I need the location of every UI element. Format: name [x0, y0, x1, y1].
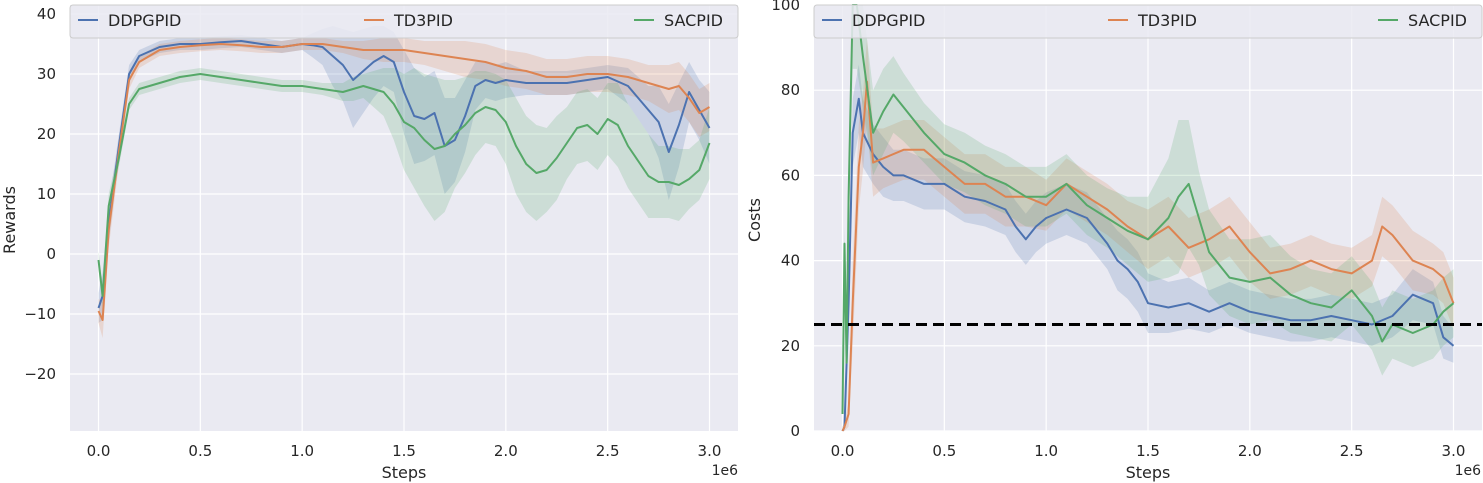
rewards-x-tick-label: 0.5	[188, 442, 212, 460]
costs-y-axis-label: Costs	[745, 198, 764, 242]
rewards-y-tick-label: −10	[24, 305, 56, 323]
rewards-band-sacpid	[98, 68, 710, 308]
rewards-legend-label-sacpid: SACPID	[664, 11, 723, 30]
costs-line-ddpgpid	[841, 97, 1455, 432]
rewards-y-ticks: −20 −10 0 10 20 30 40	[24, 5, 56, 383]
rewards-x-axis-label: Steps	[382, 463, 427, 482]
rewards-legend-label-td3pid: TD3PID	[393, 11, 453, 30]
rewards-plot: 0.0 0.5 1.0 1.5 2.0 2.5 3.0 −20 −10 0 10 20 30 40 St…	[0, 4, 739, 482]
costs-band-td3pid	[842, 39, 1454, 431]
costs-y-tick-label: 100	[771, 0, 800, 14]
rewards-x-ticks: 0.0 0.5 1.0 1.5 2.0 2.5 3.0	[87, 442, 722, 460]
rewards-legend: DDPGPID TD3PID SACPID	[69, 4, 739, 39]
costs-x-tick-label: 3.0	[1442, 442, 1466, 460]
costs-legend: DDPGPID TD3PID SACPID	[813, 4, 1483, 39]
rewards-y-tick-label: 40	[37, 5, 56, 23]
rewards-y-axis-label: Rewards	[0, 186, 19, 254]
costs-y-tick-label: 20	[781, 337, 800, 355]
costs-x-offset-label: 1e6	[1455, 463, 1482, 479]
rewards-legend-frame	[69, 4, 739, 39]
costs-y-tick-label: 0	[790, 422, 800, 440]
rewards-y-tick-label: 0	[46, 245, 56, 263]
rewards-line-td3pid	[97, 43, 711, 321]
rewards-legend-label-ddpgpid: DDPGPID	[108, 11, 181, 30]
rewards-line-ddpgpid	[97, 40, 711, 309]
costs-x-tick-label: 1.5	[1136, 442, 1160, 460]
costs-x-tick-label: 0.0	[831, 442, 855, 460]
rewards-y-tick-label: 30	[37, 65, 56, 83]
costs-y-tick-label: 40	[781, 252, 800, 270]
costs-bands	[842, 5, 1454, 431]
costs-y-ticks: 0 20 40 60 80 100	[771, 0, 800, 440]
costs-band-sacpid	[842, 5, 1454, 423]
costs-legend-label-sacpid: SACPID	[1408, 11, 1467, 30]
rewards-y-tick-label: 10	[37, 185, 56, 203]
costs-x-tick-label: 2.5	[1340, 442, 1364, 460]
costs-legend-frame	[813, 4, 1483, 39]
rewards-y-tick-label: 20	[37, 125, 56, 143]
rewards-line-sacpid	[97, 73, 711, 297]
costs-x-axis-label: Steps	[1126, 463, 1171, 482]
costs-x-tick-label: 2.0	[1238, 442, 1262, 460]
costs-line-sacpid	[841, 4, 1455, 415]
costs-band-ddpgpid	[842, 64, 1454, 431]
rewards-band-td3pid	[98, 38, 710, 338]
costs-x-tick-label: 1.0	[1034, 442, 1058, 460]
rewards-x-tick-label: 2.0	[494, 442, 518, 460]
costs-x-ticks: 0.0 0.5 1.0 1.5 2.0 2.5 3.0	[831, 442, 1466, 460]
costs-plot: 0.0 0.5 1.0 1.5 2.0 2.5 3.0 0 20 40 60 80 100 Steps…	[745, 0, 1483, 482]
rewards-x-tick-label: 1.5	[392, 442, 416, 460]
costs-x-tick-label: 0.5	[932, 442, 956, 460]
rewards-lines	[97, 40, 711, 321]
rewards-x-tick-label: 1.0	[290, 442, 314, 460]
rewards-y-tick-label: −20	[24, 365, 56, 383]
costs-y-tick-label: 80	[781, 81, 800, 99]
costs-grid	[814, 4, 1482, 432]
rewards-x-tick-label: 0.0	[87, 442, 111, 460]
costs-legend-label-ddpgpid: DDPGPID	[852, 11, 925, 30]
rewards-x-offset-label: 1e6	[712, 463, 739, 479]
costs-y-tick-label: 60	[781, 166, 800, 184]
rewards-x-tick-label: 2.5	[596, 442, 620, 460]
costs-legend-label-td3pid: TD3PID	[1137, 11, 1197, 30]
rewards-bands	[98, 26, 710, 338]
costs-lines	[841, 4, 1455, 432]
rewards-x-tick-label: 3.0	[698, 442, 722, 460]
rewards-band-ddpgpid	[98, 26, 710, 323]
